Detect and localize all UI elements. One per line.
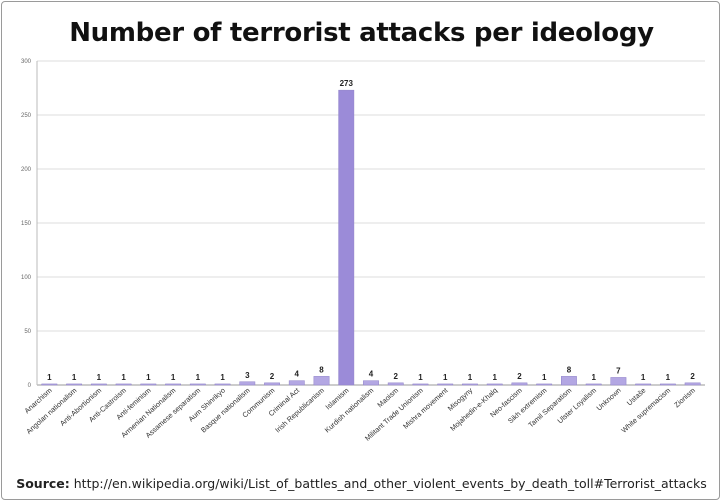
data-label: 1 <box>492 373 497 382</box>
bar-group <box>585 383 602 386</box>
bar <box>536 383 553 386</box>
bar <box>635 383 652 386</box>
data-label: 1 <box>542 373 547 382</box>
bar-group <box>437 383 454 386</box>
bar-group <box>165 383 181 386</box>
bar-group <box>684 382 701 386</box>
bar-group <box>536 383 553 386</box>
data-label: 8 <box>567 365 572 374</box>
bar <box>486 383 503 386</box>
bar <box>684 382 701 386</box>
bar <box>462 383 478 386</box>
bar-group <box>387 382 404 386</box>
x-tick-label: Unknown <box>594 386 622 413</box>
bar <box>387 382 404 386</box>
bar <box>659 383 676 386</box>
y-tick-label: 200 <box>21 167 32 173</box>
bar <box>313 376 330 386</box>
x-tick-label: Mishra movement <box>401 386 449 431</box>
bar <box>90 383 107 386</box>
data-label: 2 <box>517 372 522 381</box>
bar-group <box>462 383 478 386</box>
data-label: 2 <box>394 372 399 381</box>
bar <box>585 383 602 386</box>
bar-group <box>511 382 528 386</box>
source-label: Source: <box>16 476 70 491</box>
data-label: 1 <box>72 373 77 382</box>
bar-group <box>412 383 429 386</box>
x-tick-label: Tamil Separatism <box>526 386 573 430</box>
source-url[interactable]: http://en.wikipedia.org/wiki/List_of_bat… <box>73 476 707 491</box>
data-label: 2 <box>270 372 275 381</box>
bar <box>610 377 627 386</box>
bar <box>288 380 305 386</box>
data-label: 1 <box>591 373 596 382</box>
data-label: 2 <box>690 372 695 381</box>
bar-group <box>659 383 676 386</box>
bar-group <box>264 382 280 386</box>
bar <box>412 383 429 386</box>
data-label: 7 <box>616 366 621 375</box>
bar <box>115 383 132 386</box>
data-label: 4 <box>295 370 300 379</box>
bar <box>363 380 379 386</box>
bar-group <box>486 383 503 386</box>
bar <box>338 89 355 386</box>
x-tick-label: Zionism <box>672 386 697 410</box>
bar-group <box>189 383 206 386</box>
bar-group <box>610 377 627 386</box>
data-label: 1 <box>468 373 473 382</box>
y-tick-label: 0 <box>28 383 32 389</box>
data-label: 1 <box>641 373 646 382</box>
data-label: 1 <box>418 373 423 382</box>
data-label: 1 <box>443 373 448 382</box>
data-label: 3 <box>245 371 250 380</box>
bar-group <box>635 383 652 386</box>
data-label: 273 <box>340 79 354 88</box>
bar-group <box>140 383 157 386</box>
chart-title: Number of terrorist attacks per ideology <box>69 18 654 48</box>
bar <box>264 382 280 386</box>
bar-group <box>214 383 231 386</box>
bar-group <box>41 383 58 386</box>
y-tick-label: 100 <box>21 275 32 281</box>
bar-group <box>90 383 107 386</box>
data-label: 1 <box>666 373 671 382</box>
bar-group <box>313 376 330 386</box>
bar <box>165 383 181 386</box>
bar-group <box>239 381 256 386</box>
bar-group <box>66 383 83 386</box>
bar <box>239 381 256 386</box>
x-tick-label: Ustaše <box>625 386 648 408</box>
data-label: 8 <box>319 365 324 374</box>
y-tick-label: 150 <box>21 221 32 227</box>
data-label: 1 <box>220 373 225 382</box>
bar <box>66 383 83 386</box>
y-tick-label: 300 <box>21 59 32 65</box>
y-tick-label: 50 <box>24 329 31 335</box>
data-label: 1 <box>196 373 201 382</box>
data-label: 4 <box>369 370 374 379</box>
y-tick-label: 250 <box>21 113 32 119</box>
bar-group <box>363 380 379 386</box>
bar-group <box>338 89 355 386</box>
data-label: 1 <box>97 373 102 382</box>
data-label: 1 <box>171 373 176 382</box>
bar-group <box>561 376 577 386</box>
source-line: Source: http://en.wikipedia.org/wiki/Lis… <box>0 476 723 491</box>
bar <box>189 383 206 386</box>
bar <box>437 383 454 386</box>
bar <box>561 376 577 386</box>
bar <box>214 383 231 386</box>
data-label: 1 <box>47 373 52 382</box>
bar <box>41 383 58 386</box>
bar <box>140 383 157 386</box>
data-label: 1 <box>121 373 126 382</box>
bar <box>511 382 528 386</box>
data-label: 1 <box>146 373 151 382</box>
bar-group <box>115 383 132 386</box>
bar-group <box>288 380 305 386</box>
